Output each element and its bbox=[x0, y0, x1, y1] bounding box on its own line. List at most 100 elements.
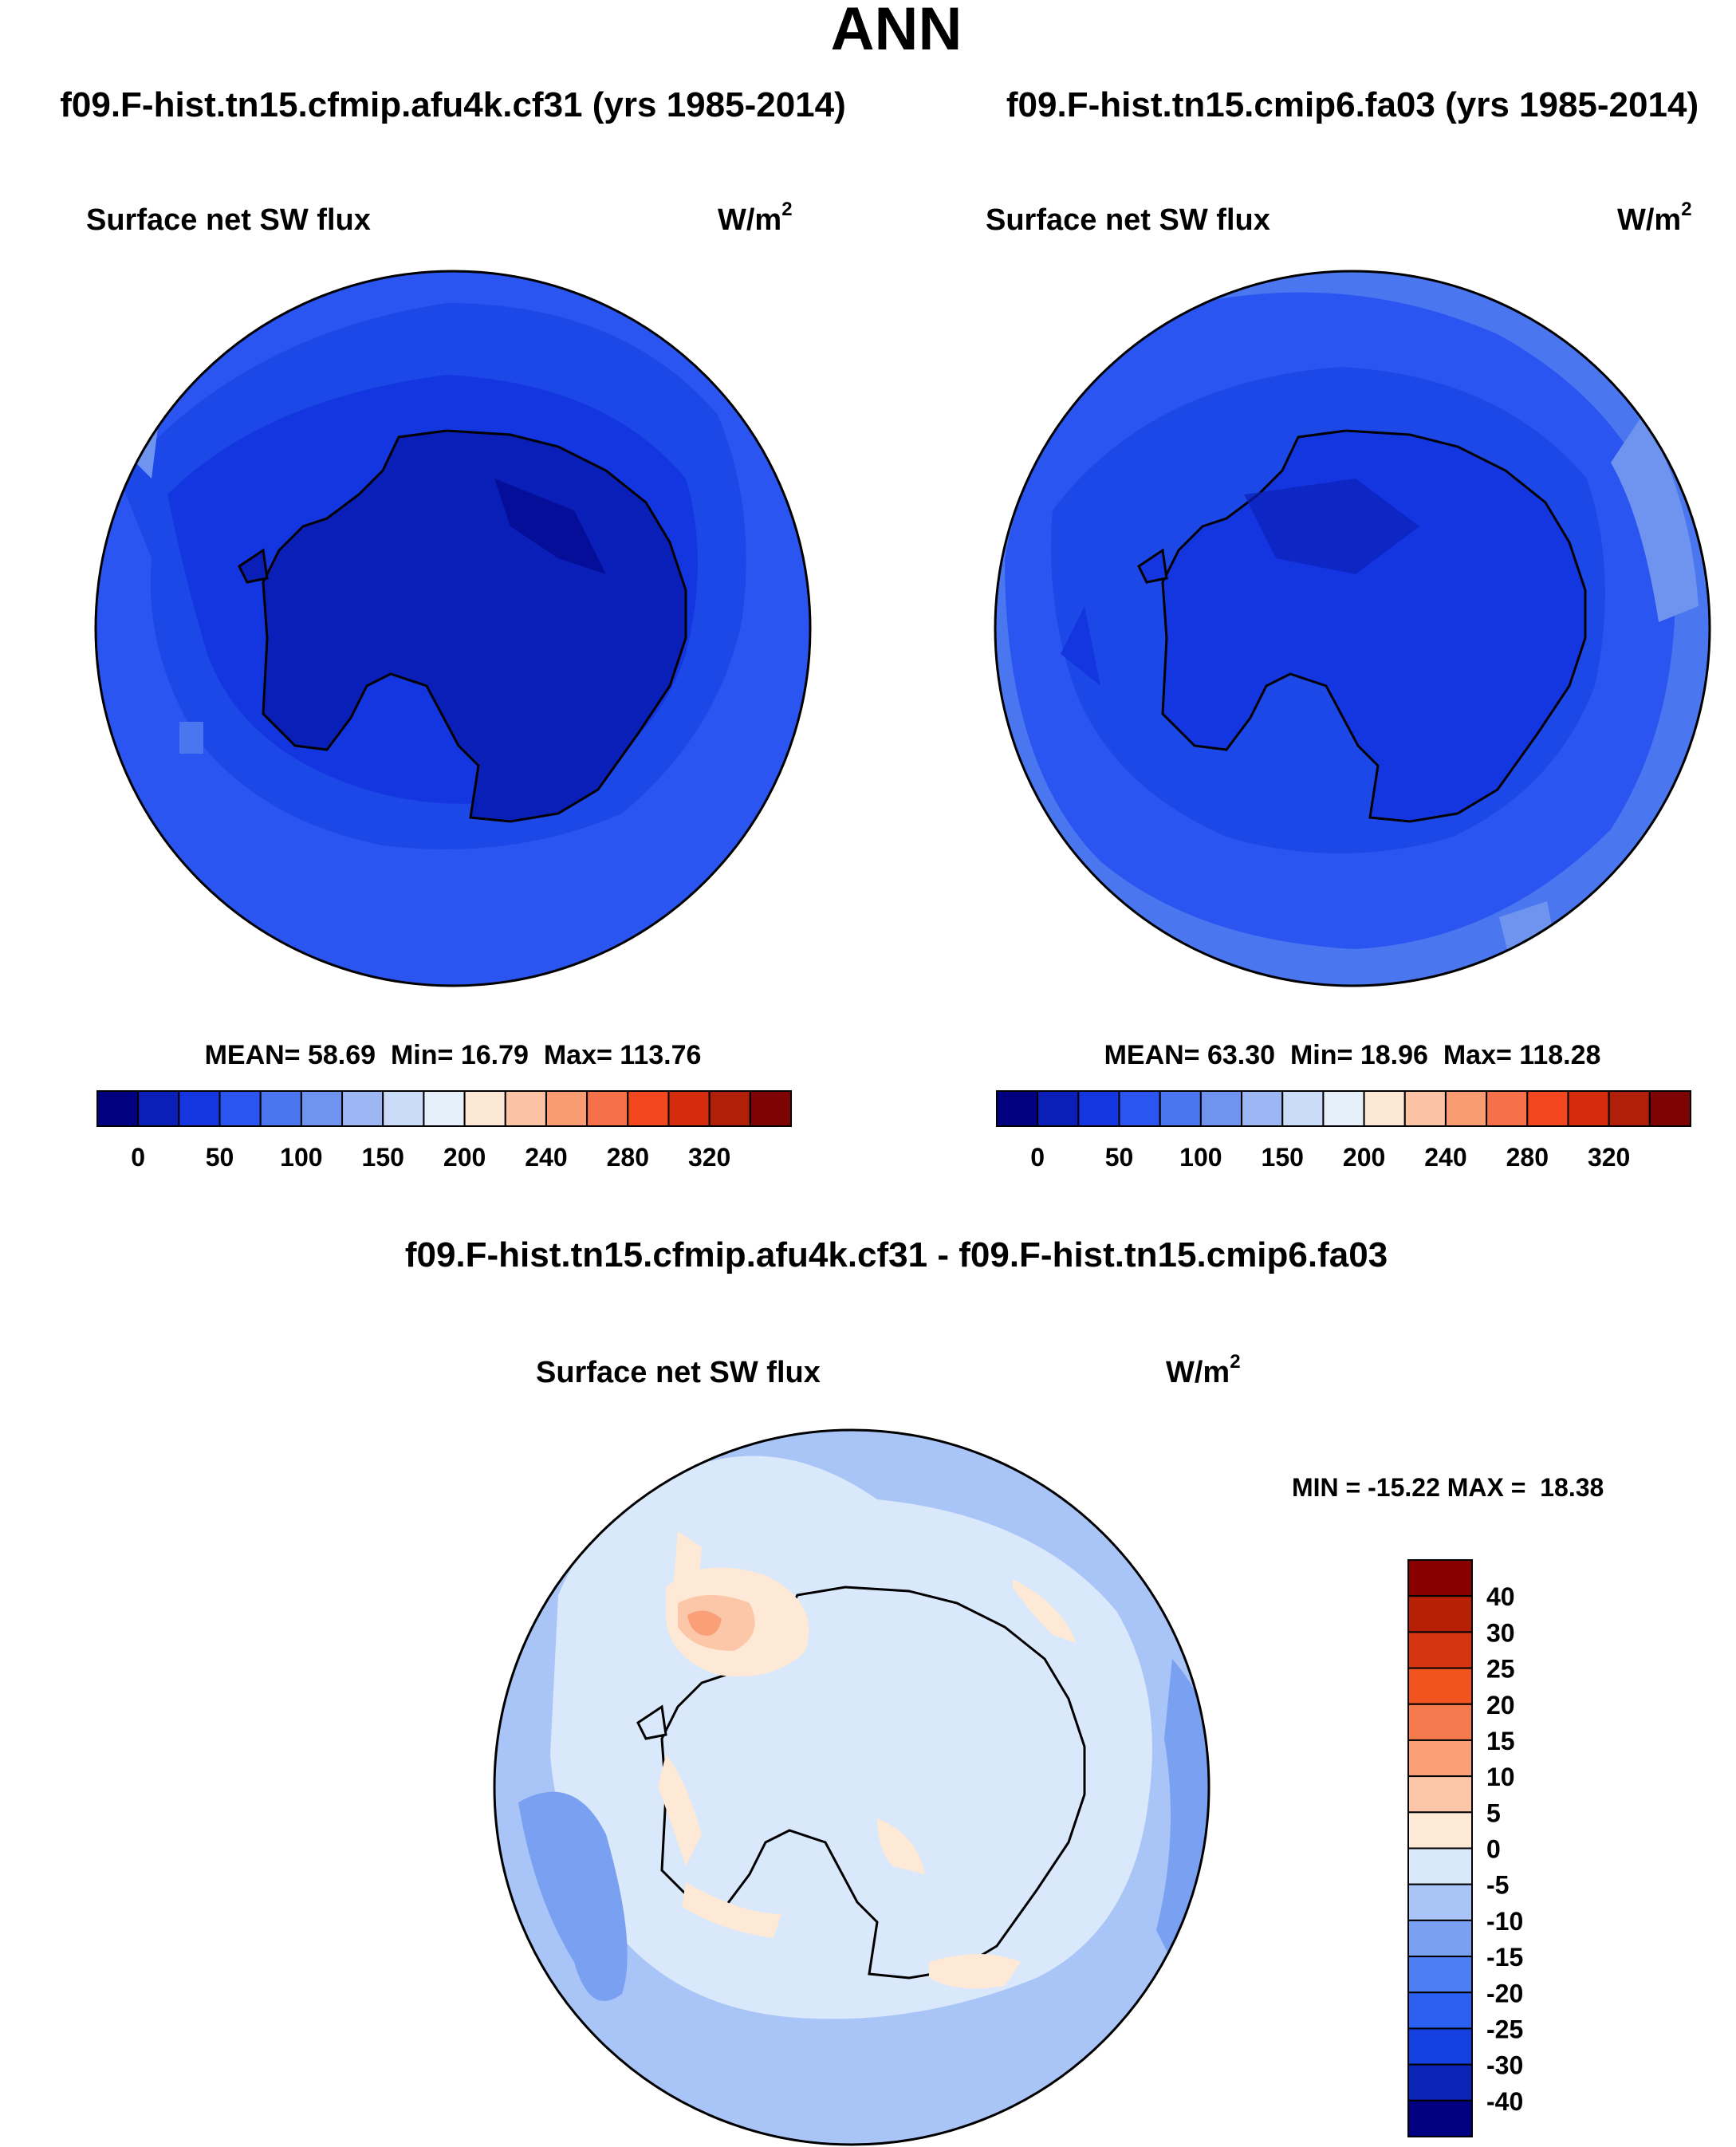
panel-right-case-title: f09.F-hist.tn15.cmip6.fa03 (yrs 1985-201… bbox=[1006, 85, 1699, 124]
panel-diff-colorbar-swatch bbox=[1407, 1991, 1473, 2030]
panel-diff-colorbar-swatch bbox=[1407, 1956, 1473, 1994]
panel-right-colorbar-swatch bbox=[1403, 1090, 1447, 1127]
panel-diff-colorbar-swatch bbox=[1407, 1667, 1473, 1705]
panel-left-colorbar-swatch bbox=[259, 1090, 302, 1127]
panel-right: f09.F-hist.tn15.cmip6.fa03 (yrs 1985-201… bbox=[986, 85, 1711, 1172]
panel-left-colorbar-swatch bbox=[586, 1090, 629, 1127]
panel-left-map-border bbox=[94, 270, 812, 987]
panel-left-colorbar-tick-label: 200 bbox=[443, 1143, 486, 1172]
panel-right-stats: MEAN= 63.30 Min= 18.96 Max= 118.28 bbox=[1104, 1040, 1601, 1070]
panel-diff-colorbar-tick-label: 0 bbox=[1486, 1835, 1501, 1864]
panel-right-colorbar-swatch bbox=[1037, 1090, 1080, 1127]
panel-left-colorbar-swatch bbox=[463, 1090, 506, 1127]
panel-right-colorbar-tick-label: 240 bbox=[1424, 1143, 1466, 1172]
panel-diff-colorbar-tick-label: 30 bbox=[1486, 1618, 1515, 1647]
panel-left-colorbar-swatch bbox=[382, 1090, 425, 1127]
panel-right-colorbar-tick-label: 0 bbox=[1030, 1143, 1045, 1172]
panel-left-colorbar-tick-label: 320 bbox=[688, 1143, 730, 1172]
panel-diff: f09.F-hist.tn15.cfmip.afu4k.cf31 - f09.F… bbox=[405, 1235, 1604, 2146]
panel-left-colorbar-swatch bbox=[708, 1090, 751, 1127]
panel-left-colorbar-tick-label: 0 bbox=[131, 1143, 145, 1172]
panel-right-map-border bbox=[994, 270, 1711, 987]
panel-diff-colorbar-tick-label: 20 bbox=[1486, 1691, 1515, 1720]
panel-right-colorbar-swatch bbox=[1444, 1090, 1488, 1127]
panel-diff-positive-anomalies bbox=[658, 1567, 1077, 1989]
panel-left-colorbar-swatch bbox=[341, 1090, 384, 1127]
panel-left-case-title: f09.F-hist.tn15.cfmip.afu4k.cf31 (yrs 19… bbox=[60, 85, 846, 124]
panel-right-colorbar-tick-label: 150 bbox=[1262, 1143, 1304, 1172]
panel-left-colorbar: 0 50 100 150 200 240 280 320 bbox=[96, 1090, 793, 1172]
panel-left-colorbar-swatch bbox=[627, 1090, 670, 1127]
panel-diff-colorbar-tick-label: 10 bbox=[1486, 1763, 1515, 1791]
panel-diff-colorbar-tick-label: -25 bbox=[1486, 2015, 1523, 2043]
panel-diff-colorbar-tick-label: -5 bbox=[1486, 1871, 1509, 1900]
panel-left-variable: Surface net SW flux bbox=[86, 203, 371, 237]
panel-diff-colorbar-swatch bbox=[1407, 1811, 1473, 1850]
panel-diff-colorbar-tick-label: 15 bbox=[1486, 1727, 1515, 1755]
panel-right-colorbar-tick-label: 50 bbox=[1105, 1143, 1134, 1172]
panel-left-stats: MEAN= 58.69 Min= 16.79 Max= 113.76 bbox=[205, 1040, 702, 1070]
panel-right-units: W/m2 bbox=[1617, 199, 1692, 237]
panel-diff-colorbar-tick-label: -15 bbox=[1486, 1943, 1523, 1972]
panel-right-colorbar: 0 50 100 150 200 240 280 320 bbox=[996, 1090, 1691, 1172]
panel-right-colorbar-swatch bbox=[1159, 1090, 1202, 1127]
panel-left-colorbar-tick-label: 150 bbox=[362, 1143, 404, 1172]
panel-diff-colorbar-tick-label: 5 bbox=[1486, 1798, 1501, 1827]
panel-diff-colorbar-swatch bbox=[1407, 1919, 1473, 1958]
panel-diff-colorbar-tick-label: 25 bbox=[1486, 1655, 1515, 1684]
panel-diff-case-title: f09.F-hist.tn15.cfmip.afu4k.cf31 - f09.F… bbox=[405, 1235, 1388, 1274]
panel-right-colorbar-swatch bbox=[1486, 1090, 1529, 1127]
panel-right-colorbar-swatch bbox=[1648, 1090, 1691, 1127]
panel-diff-colorbar-swatch bbox=[1407, 2099, 1473, 2137]
panel-diff-colorbar-swatch bbox=[1407, 2063, 1473, 2102]
panel-diff-colorbar-swatch bbox=[1407, 1703, 1473, 1741]
panel-diff-antarctica bbox=[660, 1586, 1086, 1980]
panel-left-colorbar-swatch bbox=[178, 1090, 221, 1127]
panel-diff-colorbar-tick-label: 40 bbox=[1486, 1582, 1515, 1611]
panel-right-colorbar-swatch bbox=[1322, 1090, 1365, 1127]
panel-right-colorbar-tick-label: 320 bbox=[1588, 1143, 1630, 1172]
panel-diff-colorbar-swatch bbox=[1407, 2027, 1473, 2066]
panel-left-colorbar-swatch bbox=[423, 1090, 466, 1127]
panel-right-colorbar-swatch bbox=[1363, 1090, 1406, 1127]
panel-left-colorbar-tick-label: 100 bbox=[280, 1143, 322, 1172]
panel-left-colorbar-swatch bbox=[667, 1090, 711, 1127]
panel-right-colorbar-tick-label: 280 bbox=[1506, 1143, 1549, 1172]
panel-diff-variable: Surface net SW flux bbox=[536, 1356, 821, 1389]
panel-left-colorbar-tick-label: 280 bbox=[607, 1143, 649, 1172]
panel-diff-colorbar-swatch bbox=[1407, 1595, 1473, 1633]
panel-left-colorbar-swatch bbox=[218, 1090, 262, 1127]
panel-diff-units: W/m2 bbox=[1166, 1351, 1241, 1389]
panel-left-colorbar-swatch bbox=[545, 1090, 589, 1127]
panel-right-colorbar-swatch bbox=[1608, 1090, 1651, 1127]
panel-right-colorbar-swatch bbox=[996, 1090, 1039, 1127]
panel-right-colorbar-tick-label: 100 bbox=[1179, 1143, 1222, 1172]
panel-right-colorbar-swatch bbox=[1241, 1090, 1284, 1127]
panel-right-colorbar-swatch bbox=[1118, 1090, 1161, 1127]
panel-left-colorbar-swatch bbox=[504, 1090, 547, 1127]
panel-left-colorbar-swatch bbox=[749, 1090, 793, 1127]
panel-diff-colorbar-swatch bbox=[1407, 1559, 1473, 1597]
panel-diff-colorbar-tick-label: -40 bbox=[1486, 2087, 1523, 2116]
panel-diff-colorbar-tick-label: -30 bbox=[1486, 2051, 1523, 2080]
panel-left-colorbar-tick-label: 240 bbox=[525, 1143, 567, 1172]
panel-diff-map-border bbox=[493, 1428, 1210, 2146]
panel-right-colorbar-swatch bbox=[1526, 1090, 1569, 1127]
panel-diff-colorbar-swatch bbox=[1407, 1775, 1473, 1814]
panel-diff-colorbar-swatch bbox=[1407, 1847, 1473, 1885]
panel-left: f09.F-hist.tn15.cfmip.afu4k.cf31 (yrs 19… bbox=[60, 85, 846, 1172]
panel-diff-stats: MIN = -15.22 MAX = 18.38 bbox=[1292, 1473, 1604, 1502]
panel-diff-colorbar: 40 30 25 20 15 10 5 0 -5 -10 -15 -20 -25 -30 -40 bbox=[1407, 1559, 1523, 2137]
panel-diff-colorbar-tick-label: -20 bbox=[1486, 1979, 1523, 2007]
panel-left-colorbar-swatch bbox=[300, 1090, 344, 1127]
panel-diff-colorbar-swatch bbox=[1407, 1883, 1473, 1921]
panel-left-colorbar-swatch bbox=[137, 1090, 180, 1127]
panel-right-colorbar-tick-label: 200 bbox=[1343, 1143, 1385, 1172]
panel-right-colorbar-swatch bbox=[1281, 1090, 1325, 1127]
panel-diff-colorbar-swatch bbox=[1407, 1631, 1473, 1669]
panel-left-units: W/m2 bbox=[718, 199, 793, 237]
panel-left-colorbar-tick-label: 50 bbox=[206, 1143, 234, 1172]
panel-diff-colorbar-tick-label: -10 bbox=[1486, 1907, 1523, 1936]
panel-right-colorbar-swatch bbox=[1077, 1090, 1120, 1127]
